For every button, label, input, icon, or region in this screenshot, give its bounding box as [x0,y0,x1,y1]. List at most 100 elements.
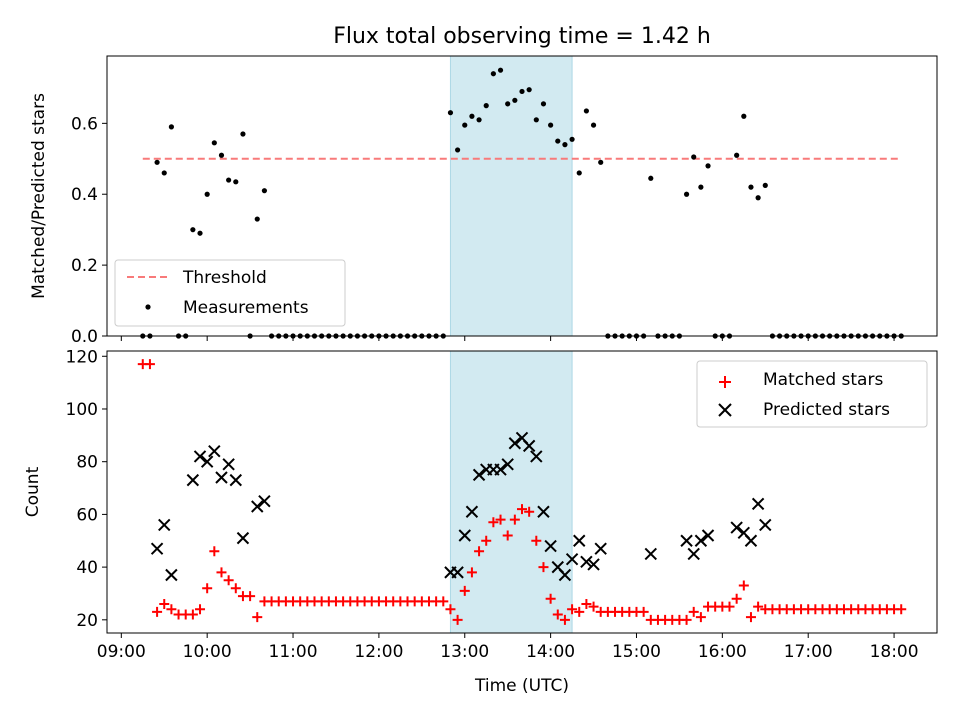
matched-stars-point [502,530,513,541]
predicted-stars-point [494,463,507,476]
matched-stars-point [688,606,699,617]
x-tick-label: 16:00 [698,642,747,662]
predicted-stars-point [215,471,228,484]
measurement-point [490,71,496,77]
matched-stars-point [452,614,463,625]
matched-stars-point [159,599,170,610]
matched-stars-point [445,604,456,615]
matched-stars-point [509,514,520,525]
predicted-stars-point [759,518,772,532]
matched-stars-point [567,604,578,615]
measurement-point [698,184,704,190]
predicted-stars-point [644,547,658,561]
measurement-point [218,152,225,158]
matched-stars-point [531,535,542,546]
predicted-stars-point [186,473,200,487]
measurement-point [583,108,589,114]
measurement-point [469,113,475,119]
measurement-point [533,117,539,123]
matched-stars-point [738,580,749,591]
measurement-point [748,184,754,190]
top-panel: 0.0 0.2 0.4 0.6 [71,55,938,347]
matched-stars-series [137,359,907,625]
predicted-stars-point [537,505,550,518]
measurement-point [476,117,482,123]
predicted-stars-point [565,552,579,566]
measurement-point [540,101,547,107]
matched-stars-point [753,601,764,612]
predicted-stars-point [594,542,607,555]
matched-stars-point [466,567,477,578]
matched-stars-point [216,567,227,578]
y-tick-label: 0.0 [71,327,98,347]
measurement-point [569,136,575,142]
top-y-axis-label: Matched/Predicted stars [29,93,49,299]
predicted-stars-point [730,521,743,534]
matched-stars-point [152,606,163,617]
measurement-point [497,67,504,73]
predicted-stars-point [472,468,486,482]
measurement-point [161,170,167,176]
threshold-legend-label: Threshold [182,268,267,288]
matched-stars-point [559,614,570,625]
y-tick-label: 40 [76,558,98,578]
predicted-stars-point [580,555,593,569]
measurement-point [447,110,454,116]
matched-stars-point [223,575,234,586]
measurement-point [691,154,697,160]
bottom-panel: 09:00 10:00 11:00 12:00 13:00 14:00 15:00 16:00… [66,347,938,662]
predicted-stars-point [258,495,271,508]
y-tick-label: 20 [76,611,98,631]
top-legend: Threshold Measurements [114,259,346,327]
measurement-point [240,131,246,137]
predicted-stars-point [501,458,514,471]
predicted-stars-point [236,531,250,545]
predicted-stars-point [222,458,235,471]
predicted-stars-point [251,500,264,513]
measurement-point [598,159,604,165]
measurements-legend-label: Measurements [183,298,309,318]
matched-stars-point [524,506,535,517]
matched-stars-point [495,514,506,525]
x-tick-label: 17:00 [784,642,833,662]
measurement-point [261,188,268,194]
predicted-stars-point [680,534,693,547]
matched-stars-point [731,593,742,604]
measurement-point [254,216,260,222]
measurement-point [705,163,711,169]
measurements-legend-swatch [145,304,151,310]
bottom-legend: Matched stars Predicted stars [696,360,928,428]
predicted-stars-point [694,534,708,547]
predicted-stars-point [744,534,758,547]
measurement-point [204,191,210,197]
matched-stars-point [488,517,499,528]
predicted-stars-point [193,450,207,463]
matched-stars-point [481,535,492,546]
measurement-point [555,138,561,144]
matched-stars-point [438,596,449,607]
predicted-stars-legend-label: Predicted stars [763,400,890,420]
measurement-point [562,142,568,148]
measurement-point [734,152,740,158]
measurement-point [648,175,654,181]
measurement-point [505,101,511,107]
matched-stars-point [638,606,649,617]
predicted-stars-point [701,529,715,542]
predicted-stars-point [458,529,471,542]
predicted-stars-point [158,518,171,532]
x-tick-label: 18:00 [870,642,919,662]
y-tick-label: 120 [66,347,98,367]
predicted-stars-point [165,568,178,582]
x-tick-label: 11:00 [269,642,318,662]
measurement-point [519,88,525,95]
x-tick-label: 13:00 [440,642,489,662]
matched-stars-point [195,604,206,615]
matched-stars-point [574,606,585,617]
measurement-point [226,177,232,183]
measurement-point [154,159,160,165]
matched-stars-point [581,599,592,610]
predicted-stars-point [751,497,765,511]
matched-stars-point [896,604,907,615]
y-tick-label: 0.4 [71,185,98,205]
